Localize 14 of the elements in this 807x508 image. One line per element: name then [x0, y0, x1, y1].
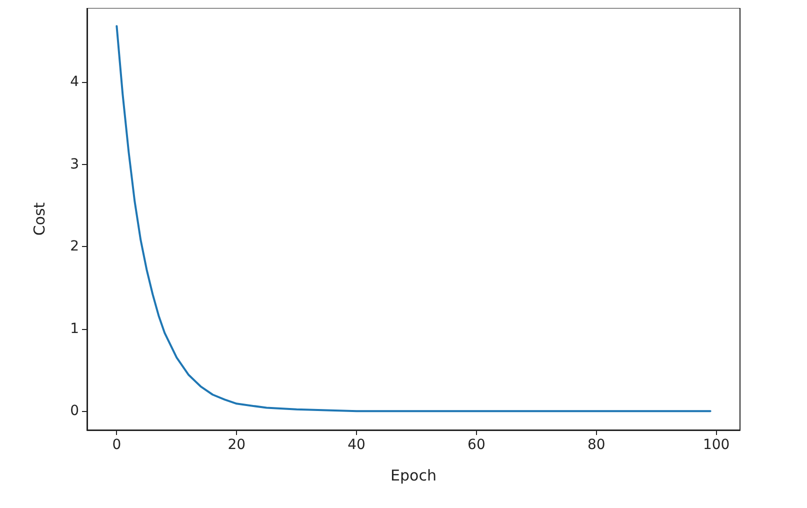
x-tick-label: 0	[112, 437, 122, 453]
x-tick-label: 60	[468, 437, 486, 453]
y-tick-label: 2	[70, 238, 79, 255]
x-tick-label: 20	[228, 437, 246, 453]
x-tick-label: 40	[348, 437, 366, 453]
line-series	[116, 25, 712, 412]
y-tick-label: 1	[70, 320, 79, 337]
y-tick-label: 4	[70, 74, 80, 90]
x-tick-label: 80	[587, 437, 606, 453]
y-tick-label: 3	[70, 156, 79, 172]
y-tick-label: 0	[70, 403, 79, 420]
y-axis-title: Cost	[30, 202, 48, 236]
x-axis-title: Epoch	[390, 466, 436, 484]
x-tick-label: 100	[702, 437, 730, 453]
